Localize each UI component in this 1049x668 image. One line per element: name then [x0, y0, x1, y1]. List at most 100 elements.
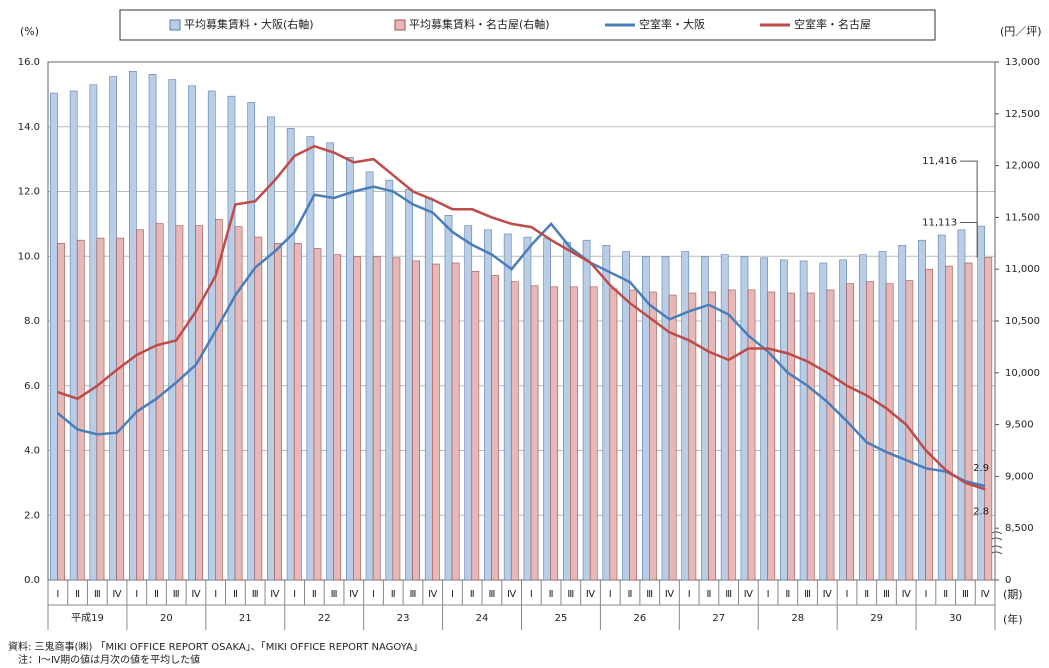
- bar: [885, 283, 894, 581]
- data-label: 11,416: [922, 156, 957, 167]
- bar: [609, 288, 618, 581]
- bar: [937, 234, 946, 581]
- x-tick-label: Ⅰ: [56, 589, 59, 600]
- leader-line: [960, 160, 978, 227]
- bar: [424, 197, 433, 581]
- x-tick-label: Ⅳ: [507, 589, 517, 600]
- legend-swatch: [394, 19, 406, 31]
- x-tick-label: Ⅲ: [331, 589, 338, 600]
- bar: [641, 256, 650, 581]
- bar: [681, 251, 690, 581]
- bar: [333, 254, 342, 581]
- x-tick-label: Ⅳ: [428, 589, 438, 600]
- bar: [898, 245, 907, 581]
- x-tick-label: Ⅲ: [646, 589, 653, 600]
- x-tick-label: Ⅱ: [154, 589, 159, 600]
- bar: [215, 219, 223, 581]
- y2-tick-label: 10,000: [1005, 368, 1040, 379]
- x-tick-label: Ⅱ: [312, 589, 317, 600]
- x-tick-label: Ⅲ: [173, 589, 180, 600]
- x-tick-label: Ⅳ: [744, 589, 754, 600]
- legend-box: [119, 9, 936, 41]
- bar: [155, 223, 164, 581]
- bar: [661, 256, 670, 581]
- bar: [148, 74, 157, 581]
- y2-tick-label: 11,500: [1005, 212, 1040, 223]
- axis-break: [989, 531, 1003, 555]
- bar: [471, 270, 480, 581]
- y2-tick-label: 12,500: [1005, 109, 1040, 120]
- y2-tick-label: 10,500: [1005, 316, 1040, 327]
- x-tick-label: Ⅳ: [981, 589, 991, 600]
- bar: [168, 79, 177, 581]
- bar: [69, 90, 78, 581]
- x-tick-label: Ⅳ: [191, 589, 201, 600]
- bar: [747, 289, 756, 581]
- x-unit: (期): [1003, 588, 1023, 601]
- bar: [491, 275, 499, 581]
- bar: [286, 128, 295, 581]
- y-tick-label: 2.0: [24, 510, 40, 521]
- bar: [313, 248, 322, 581]
- x-tick-label: Ⅰ: [609, 589, 612, 600]
- y2-tick-label: 8,500: [1005, 523, 1034, 534]
- line: [57, 185, 986, 488]
- bar: [136, 229, 144, 581]
- y-tick-label: 8.0: [24, 316, 40, 327]
- x-tick-label: Ⅲ: [883, 589, 890, 600]
- y-tick-label: 14.0: [18, 122, 40, 133]
- source: 資料: 三鬼商事(㈱) 「MIKI OFFICE REPORT OSAKA」、「…: [8, 640, 423, 653]
- x-tick-label: Ⅱ: [549, 589, 554, 600]
- line: [57, 144, 986, 491]
- bar: [957, 229, 966, 581]
- y2-tick-label: 13,000: [1005, 57, 1040, 68]
- x-tick-label: Ⅲ: [252, 589, 259, 600]
- bar: [858, 254, 867, 581]
- bar: [50, 92, 58, 581]
- group-label: 平成19: [71, 612, 104, 624]
- bar: [740, 256, 749, 581]
- bar: [866, 281, 874, 581]
- bar: [116, 237, 125, 581]
- x-tick-label: Ⅱ: [864, 589, 869, 600]
- bar: [444, 215, 453, 581]
- x-tick-label: Ⅲ: [804, 589, 811, 600]
- bar: [925, 268, 933, 581]
- group-label: 21: [239, 613, 252, 624]
- bar: [649, 291, 657, 581]
- group-label: 30: [949, 613, 962, 624]
- x-tick-label: Ⅲ: [488, 589, 495, 600]
- bar: [727, 289, 736, 581]
- bar: [274, 243, 282, 581]
- x-tick-label: Ⅲ: [725, 589, 732, 600]
- bar: [780, 259, 788, 581]
- x-tick-label: Ⅲ: [94, 589, 101, 600]
- legend-label: 空室率・大阪: [639, 17, 705, 31]
- bar: [708, 291, 716, 581]
- bar: [543, 237, 551, 581]
- bar: [878, 251, 887, 581]
- bar: [806, 292, 815, 581]
- group-label: 27: [712, 613, 725, 624]
- bar: [234, 226, 243, 581]
- bar: [819, 262, 828, 581]
- x-tick-label: Ⅰ: [924, 589, 927, 600]
- legend-label: 平均募集賃料・名古屋(右軸): [409, 17, 550, 31]
- x-tick-label: Ⅱ: [706, 589, 711, 600]
- bar: [89, 84, 98, 581]
- data-label: 2.9: [973, 463, 989, 474]
- group-label: 29: [870, 613, 883, 624]
- bar: [128, 71, 137, 581]
- bar: [464, 225, 473, 581]
- bar: [846, 283, 855, 581]
- bar: [523, 236, 532, 581]
- group-label: 25: [555, 613, 568, 624]
- bar: [688, 292, 697, 581]
- bar: [353, 256, 361, 581]
- x-tick-label: Ⅰ: [451, 589, 454, 600]
- bar: [293, 243, 302, 581]
- bar: [767, 291, 776, 581]
- x-tick-label: Ⅰ: [293, 589, 296, 600]
- bar: [385, 179, 394, 581]
- y2-tick-label: 0: [1005, 575, 1011, 586]
